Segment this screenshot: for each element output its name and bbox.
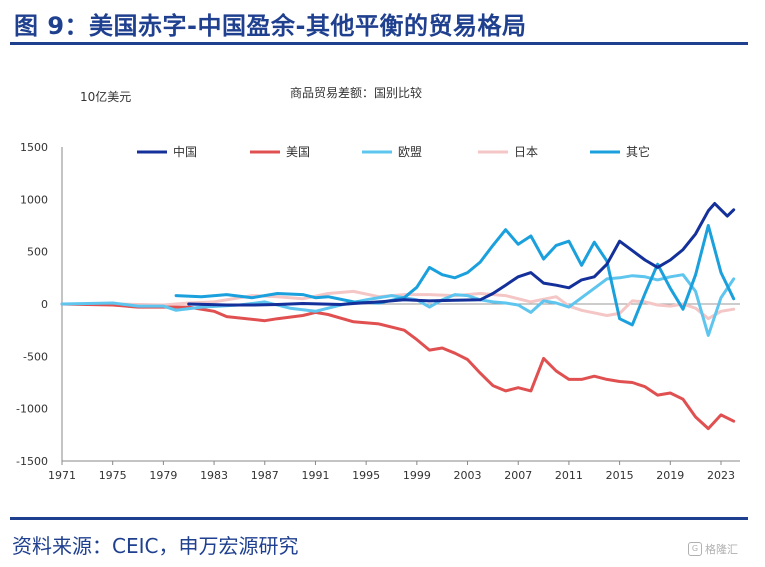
x-tick-label: 2015 [606, 469, 634, 482]
x-tick-label: 1975 [99, 469, 127, 482]
legend-label: 欧盟 [398, 145, 422, 159]
watermark-logo-icon: G [688, 542, 702, 556]
x-tick-label: 2011 [555, 469, 583, 482]
x-tick-label: 1983 [200, 469, 228, 482]
series-line-5 [174, 224, 736, 327]
watermark-text: 格隆汇 [705, 543, 738, 556]
figure-title: 图 9：美国赤字-中国盈余-其他平衡的贸易格局 [14, 12, 527, 40]
footer-divider [10, 517, 748, 520]
x-tick-label: 1987 [251, 469, 279, 482]
x-tick-label: 2023 [707, 469, 735, 482]
y-tick-label: -1500 [16, 455, 48, 468]
legend-label: 美国 [286, 145, 310, 159]
series-line-3 [60, 273, 736, 337]
legend-label: 日本 [514, 145, 538, 159]
y-tick-label: 1500 [20, 141, 48, 154]
series-line-2 [60, 302, 736, 431]
y-tick-label: -500 [23, 350, 48, 363]
legend-label: 中国 [173, 144, 197, 159]
y-tick-label: 500 [27, 246, 48, 259]
x-tick-label: 2003 [454, 469, 482, 482]
chart-legend: 中国 美国 欧盟 日本 其它 [137, 144, 650, 159]
x-tick-label: 2007 [504, 469, 532, 482]
source-note: 资料来源：CEIC，申万宏源研究 [12, 534, 299, 558]
y-axis-unit-label: 10亿美元 [80, 89, 131, 104]
x-tick-label: 2019 [656, 469, 684, 482]
series-line-1 [187, 202, 736, 307]
x-tick-label: 1971 [48, 469, 76, 482]
x-tick-label: 1999 [403, 469, 431, 482]
legend-label: 其它 [626, 144, 650, 159]
x-tick-label: 1979 [149, 469, 177, 482]
watermark: G 格隆汇 [688, 541, 738, 557]
title-divider [10, 42, 748, 45]
y-tick-label: 0 [41, 298, 48, 311]
y-tick-label: 1000 [20, 193, 48, 206]
chart-series [60, 202, 736, 431]
y-tick-label: -1000 [16, 403, 48, 416]
chart-title: 商品贸易差额：国别比较 [290, 85, 422, 100]
x-tick-label: 1991 [301, 469, 329, 482]
series-line-4 [60, 289, 736, 321]
x-tick-label: 1995 [352, 469, 380, 482]
